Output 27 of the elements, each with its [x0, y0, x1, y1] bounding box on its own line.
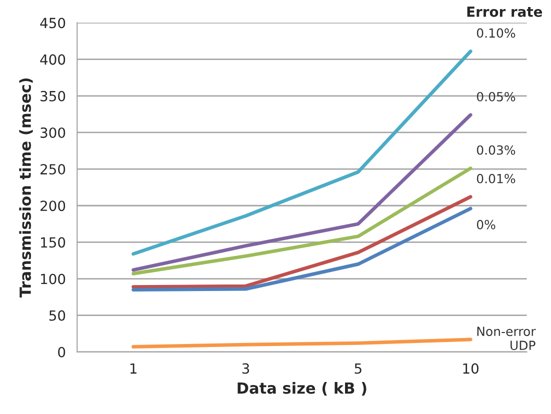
series-label: 0.05% — [476, 92, 516, 102]
y-tick-label: 50 — [49, 310, 66, 321]
y-tick-label: 350 — [40, 90, 66, 102]
series-label: 0.01% — [476, 174, 516, 184]
y-tick-label: 400 — [40, 54, 66, 65]
series-label: 0.03% — [476, 145, 516, 155]
line-series — [132, 113, 472, 272]
series-label: Non-error UDP — [477, 326, 536, 350]
x-tick-label: 5 — [354, 363, 362, 374]
series-label: 0.10% — [476, 28, 516, 38]
y-tick-label: 150 — [41, 237, 66, 248]
x-tick-label: 3 — [242, 363, 250, 374]
x-tick-label: 1 — [130, 363, 136, 374]
y-tick-label: 200 — [40, 200, 66, 212]
x-tick-label: 10 — [463, 363, 478, 374]
y-tick-label: 0 — [58, 346, 66, 358]
x-axis-title: Data size ( kB ) — [238, 382, 366, 396]
series-label: 0% — [476, 220, 496, 230]
y-tick-label: 450 — [40, 18, 66, 28]
line-series — [132, 166, 472, 276]
y-tick-label: 250 — [40, 164, 66, 175]
line-series — [132, 50, 472, 256]
line-series — [132, 338, 472, 349]
y-axis-title: Transmission time (msec) — [19, 78, 33, 298]
y-tick-label: 300 — [40, 127, 66, 138]
legend-title: Error rate — [467, 6, 542, 17]
y-tick-label: 100 — [41, 274, 66, 284]
